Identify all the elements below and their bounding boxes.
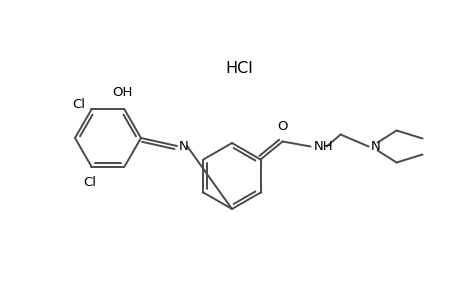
Text: N: N	[179, 140, 188, 152]
Text: Cl: Cl	[83, 176, 96, 189]
Text: N: N	[370, 140, 380, 153]
Text: NH: NH	[313, 140, 332, 153]
Text: Cl: Cl	[73, 98, 85, 111]
Text: O: O	[277, 119, 287, 133]
Text: HCl: HCl	[224, 61, 252, 76]
Text: OH: OH	[112, 86, 132, 99]
